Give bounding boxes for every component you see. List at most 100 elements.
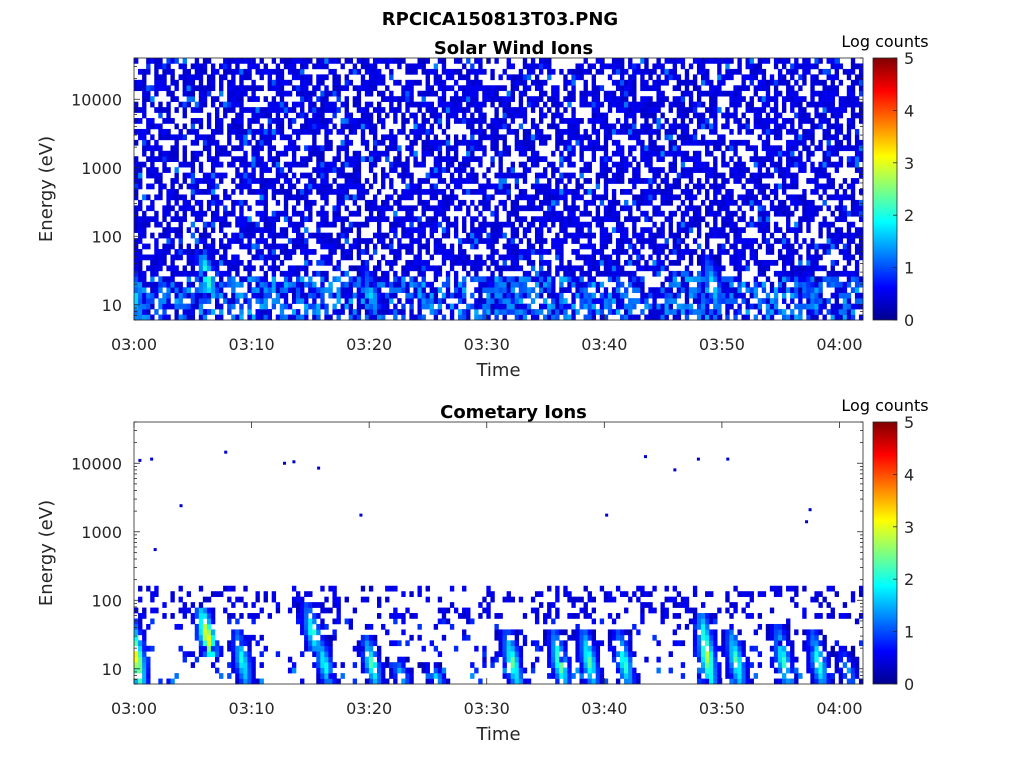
heatmap-cell — [514, 183, 520, 190]
heatmap-cell — [530, 134, 536, 141]
heatmap-cell — [360, 63, 366, 70]
heatmap-cell — [676, 254, 682, 261]
heatmap-cell — [680, 281, 686, 288]
heatmap-cell — [409, 303, 414, 310]
heatmap-cell — [231, 254, 236, 261]
heatmap-cell — [247, 178, 252, 184]
heatmap-cell — [381, 243, 386, 250]
heatmap-cell — [757, 123, 763, 130]
heatmap-cell — [247, 303, 252, 310]
heatmap-cell — [567, 216, 572, 223]
heatmap-cell — [656, 118, 661, 124]
heatmap-cell — [421, 205, 426, 212]
heatmap-cell — [453, 145, 459, 152]
heatmap-cell — [215, 156, 220, 163]
heatmap-cell — [397, 205, 402, 212]
heatmap-cell — [223, 194, 228, 201]
heatmap-cell — [733, 161, 738, 168]
heatmap-cell — [255, 249, 260, 255]
heatmap-cell — [138, 276, 143, 283]
heatmap-cell — [275, 101, 281, 108]
heatmap-cell — [449, 243, 455, 250]
heatmap-cell — [239, 210, 244, 217]
heatmap-cell — [668, 249, 673, 255]
heatmap-cell — [170, 134, 175, 141]
heatmap-cell — [640, 112, 645, 119]
heatmap-cell — [725, 145, 730, 152]
heatmap-cell — [202, 172, 208, 179]
heatmap-cell — [134, 298, 139, 304]
heatmap-cell — [721, 90, 726, 97]
heatmap-cell — [680, 167, 686, 173]
heatmap-cell — [478, 79, 483, 86]
heatmap-cell — [227, 107, 232, 113]
heatmap-cell — [660, 314, 665, 321]
heatmap-cell — [320, 189, 325, 195]
heatmap-cell — [470, 101, 475, 108]
heatmap-cell — [194, 227, 200, 233]
heatmap-cell — [494, 216, 499, 223]
heatmap-cell — [190, 281, 196, 288]
heatmap-cell — [425, 58, 430, 64]
heatmap-cell — [474, 107, 479, 113]
heatmap-cell — [611, 128, 617, 135]
heatmap-cell — [158, 314, 163, 321]
heatmap-cell — [769, 314, 775, 321]
heatmap-cell — [271, 96, 277, 102]
heatmap-cell — [676, 150, 682, 157]
heatmap-cell — [356, 172, 362, 179]
heatmap-cell — [462, 107, 467, 113]
heatmap-cell — [368, 210, 374, 217]
heatmap-cell — [729, 221, 734, 228]
heatmap-cell — [166, 101, 171, 108]
heatmap-cell — [559, 243, 564, 250]
heatmap-cell — [599, 167, 605, 173]
heatmap-cell — [543, 259, 548, 266]
heatmap-cell — [599, 68, 605, 75]
heatmap-cell — [397, 79, 402, 86]
heatmap-cell — [547, 227, 552, 233]
heatmap-cell — [701, 101, 706, 108]
heatmap-cell — [453, 270, 459, 277]
heatmap-cell — [291, 292, 297, 299]
heatmap-cell — [514, 128, 520, 135]
heatmap-cell — [713, 270, 718, 277]
heatmap-cell — [611, 189, 617, 195]
heatmap-cell — [462, 189, 467, 195]
heatmap-cell — [563, 199, 568, 206]
heatmap-cell — [676, 205, 682, 212]
heatmap-cell — [389, 309, 394, 315]
heatmap-cell — [215, 107, 220, 113]
heatmap-cell — [368, 183, 374, 190]
heatmap-cell — [421, 96, 426, 102]
heatmap-cell — [474, 303, 479, 310]
heatmap-cell — [620, 265, 625, 272]
heatmap-cell — [502, 254, 507, 261]
heatmap-cell — [696, 309, 702, 315]
heatmap-cell — [401, 309, 406, 315]
heatmap-cell — [202, 85, 208, 92]
heatmap-cell — [782, 309, 787, 315]
heatmap-cell — [777, 210, 783, 217]
heatmap-cell — [296, 68, 301, 75]
heatmap-cell — [478, 227, 483, 233]
heatmap-cell — [162, 281, 167, 288]
heatmap-cell — [458, 183, 463, 190]
heatmap-cell — [231, 298, 236, 304]
heatmap-cell — [324, 221, 329, 228]
heatmap-cell — [340, 254, 345, 261]
heatmap-cell — [267, 227, 272, 233]
heatmap-cell — [611, 276, 617, 283]
heatmap-cell — [729, 101, 734, 108]
heatmap-cell — [587, 167, 592, 173]
heatmap-cell — [170, 145, 175, 152]
heatmap-cell — [219, 309, 224, 315]
heatmap-cell — [518, 101, 524, 108]
heatmap-cell — [490, 139, 495, 146]
heatmap-cell — [247, 298, 252, 304]
heatmap-cell — [219, 287, 224, 294]
heatmap-cell — [445, 68, 451, 75]
heatmap-cell — [765, 249, 771, 255]
heatmap-cell — [235, 85, 240, 92]
heatmap-cell — [644, 303, 649, 310]
